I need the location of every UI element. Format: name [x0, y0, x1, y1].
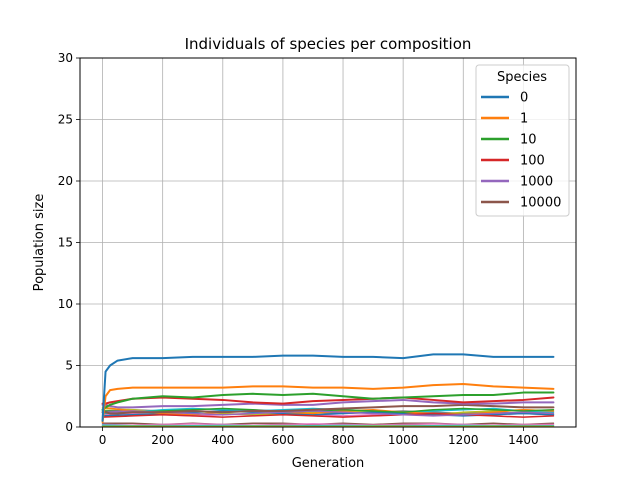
x-axis-label: Generation: [292, 456, 365, 471]
series-layer: [101, 353, 555, 427]
series-line-0: [101, 353, 555, 422]
series-line-100: [101, 396, 555, 405]
y-tick-label: 25: [58, 113, 73, 127]
y-tick-label: 15: [58, 236, 73, 250]
legend-label-1000: 1000: [520, 175, 553, 190]
x-tick-label: 400: [211, 433, 234, 447]
x-tick-label: 600: [271, 433, 294, 447]
series-line-unlabeled: [101, 412, 555, 418]
y-axis-label: Population size: [32, 194, 47, 292]
series-line-unlabeled: [101, 407, 555, 413]
legend-label-100: 100: [520, 154, 545, 169]
legend-box: [475, 64, 570, 217]
x-tick-label: 1200: [448, 433, 479, 447]
legend-label-0: 0: [520, 91, 528, 106]
series-line-10000: [101, 403, 555, 415]
y-axis: 0 5 10 15 20 25 30: [58, 51, 80, 434]
series-line-unlabeled: [101, 410, 555, 417]
x-tick-label: 1000: [388, 433, 419, 447]
legend: Species 0 1 10 100 1000 10000: [475, 64, 570, 217]
x-tick-label: 1400: [508, 433, 539, 447]
x-tick-label: 0: [99, 433, 107, 447]
chart-title: Individuals of species per composition: [185, 35, 472, 53]
y-tick-label: 30: [58, 51, 73, 65]
x-tick-label: 800: [332, 433, 355, 447]
y-tick-label: 0: [65, 420, 73, 434]
series-line-unlabeled: [101, 423, 555, 426]
series-line-10: [101, 391, 555, 411]
legend-title: Species: [497, 70, 547, 85]
legend-items: 0 1 10 100 1000 10000: [481, 91, 561, 211]
x-axis: 0 200 400 600 800 1000 1200 1400: [99, 427, 539, 447]
y-tick-label: 20: [58, 174, 73, 188]
legend-label-1: 1: [520, 112, 528, 127]
y-tick-label: 5: [65, 359, 73, 373]
legend-label-10: 10: [520, 133, 537, 148]
series-line-1000: [101, 398, 555, 409]
legend-label-10000: 10000: [520, 196, 561, 211]
y-tick-label: 10: [58, 297, 73, 311]
x-tick-label: 200: [151, 433, 174, 447]
series-line-1: [101, 382, 555, 424]
